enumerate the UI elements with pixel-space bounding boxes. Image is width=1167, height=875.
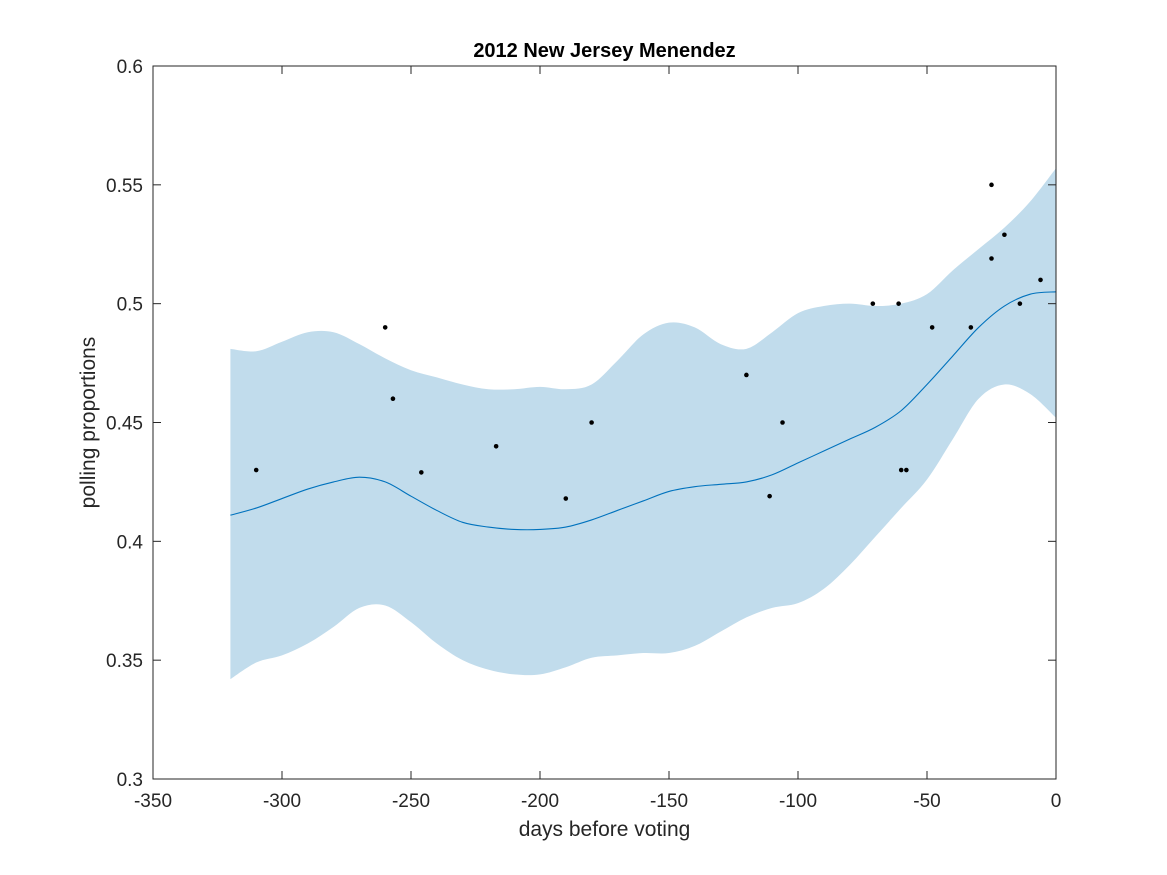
y-tick-label: 0.55 <box>106 176 143 197</box>
poll-point <box>563 496 569 501</box>
x-tick-label: -300 <box>263 791 301 812</box>
x-axis-label: days before voting <box>519 818 691 841</box>
poll-points-layer <box>253 182 1043 501</box>
poll-point <box>904 467 909 473</box>
poll-point <box>929 325 935 330</box>
x-tick-label: -150 <box>650 791 688 812</box>
y-axis-label: polling proportions <box>77 337 100 509</box>
poll-point <box>419 470 424 475</box>
poll-point <box>1002 232 1007 238</box>
trend-line-0 <box>230 291 1057 531</box>
x-tick-label: -350 <box>134 791 172 812</box>
poll-point <box>1017 301 1023 306</box>
poll-point <box>382 325 388 330</box>
confidence-band <box>230 168 1056 680</box>
x-tick-label: -100 <box>779 791 817 812</box>
poll-point <box>898 467 904 473</box>
poll-point <box>1038 277 1043 283</box>
poll-point <box>989 256 994 261</box>
ticks-layer: -350 -300 -250 -200 -150 -100 -50 0 0.3 0.35 0.4 0.… <box>106 57 1061 812</box>
y-tick-label: 0.4 <box>117 532 144 553</box>
poll-point <box>896 301 901 306</box>
x-tick-label: -250 <box>392 791 430 812</box>
y-tick-label: 0.45 <box>106 414 143 435</box>
y-tick-label: 0.6 <box>117 57 143 78</box>
x-tick-label: 0 <box>1051 791 1062 812</box>
y-tick-label: 0.3 <box>117 770 143 791</box>
poll-point <box>780 420 785 425</box>
poll-point <box>968 325 974 330</box>
x-tick-label: -200 <box>521 791 559 812</box>
poll-point <box>870 301 876 306</box>
trend-line-layer <box>230 291 1057 531</box>
y-tick-label: 0.35 <box>106 651 143 672</box>
confidence-band-layer <box>230 168 1056 680</box>
poll-point <box>493 443 499 449</box>
poll-point <box>744 372 749 378</box>
chart-title: 2012 New Jersey Menendez <box>473 40 735 62</box>
poll-point <box>589 420 594 425</box>
poll-point <box>989 182 994 188</box>
x-tick-label: -50 <box>913 791 940 812</box>
y-tick-label: 0.5 <box>117 295 143 316</box>
poll-point <box>390 396 396 402</box>
poll-point <box>767 493 772 499</box>
poll-point <box>253 467 259 473</box>
